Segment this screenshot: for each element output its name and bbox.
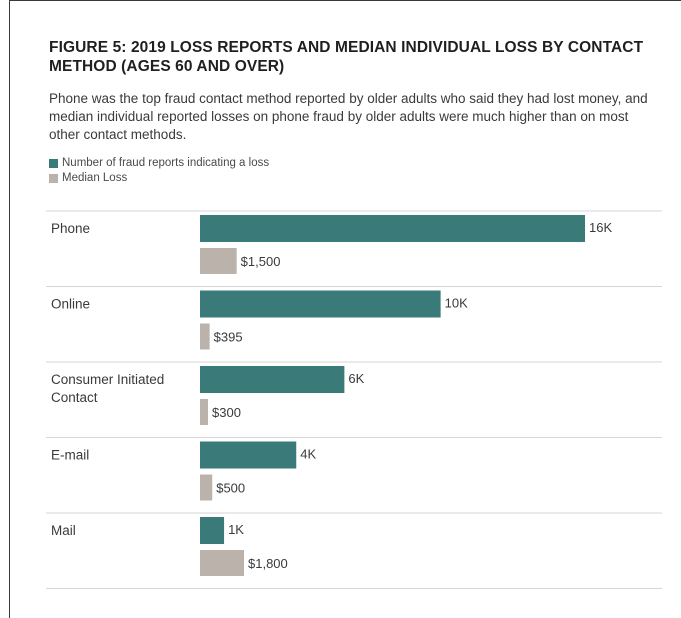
- median-loss-value-label: $1,500: [241, 254, 281, 269]
- chart-title: FIGURE 5: 2019 LOSS REPORTS AND MEDIAN I…: [49, 39, 644, 75]
- reports-value-label: 10K: [445, 296, 468, 311]
- median-loss-bar: [200, 323, 210, 350]
- chart-subtitle: Phone was the top fraud contact method r…: [49, 91, 648, 142]
- reports-bar: [200, 517, 225, 544]
- reports-bar: [200, 215, 585, 242]
- category-label-consumer-initiated-contact: Consumer Initiated Contact: [51, 372, 164, 405]
- category-label-mail: Mail: [51, 523, 76, 538]
- median-loss-bar: [200, 550, 244, 576]
- median-loss-bar: [200, 399, 208, 425]
- legend-swatch-reports: [49, 159, 58, 168]
- legend-swatch-median-loss: [49, 174, 58, 183]
- median-loss-value-label: $500: [216, 481, 245, 496]
- reports-value-label: 1K: [228, 522, 244, 537]
- median-loss-bar: [200, 248, 237, 274]
- frame-top-border: [9, 0, 681, 1]
- reports-value-label: 4K: [300, 447, 316, 462]
- frame-left-border: [9, 0, 10, 618]
- legend-item-median-loss: Median Loss: [49, 171, 269, 186]
- reports-value-label: 16K: [589, 220, 612, 235]
- reports-bar: [200, 441, 297, 469]
- reports-bar: [200, 366, 345, 393]
- category-label-online: Online: [51, 297, 90, 312]
- legend-label-reports: Number of fraud reports indicating a los…: [62, 157, 270, 169]
- reports-bar: [200, 290, 441, 318]
- category-label-e-mail: E-mail: [51, 448, 89, 463]
- legend-item-reports: Number of fraud reports indicating a los…: [49, 156, 269, 171]
- median-loss-value-label: $300: [212, 405, 241, 420]
- median-loss-bar: [200, 474, 213, 501]
- legend: Number of fraud reports indicating a los…: [49, 156, 269, 186]
- legend-label-median-loss: Median Loss: [62, 172, 128, 184]
- category-label-phone: Phone: [51, 221, 90, 236]
- median-loss-value-label: $395: [214, 330, 243, 345]
- median-loss-value-label: $1,800: [248, 556, 288, 571]
- reports-value-label: 6K: [348, 371, 364, 386]
